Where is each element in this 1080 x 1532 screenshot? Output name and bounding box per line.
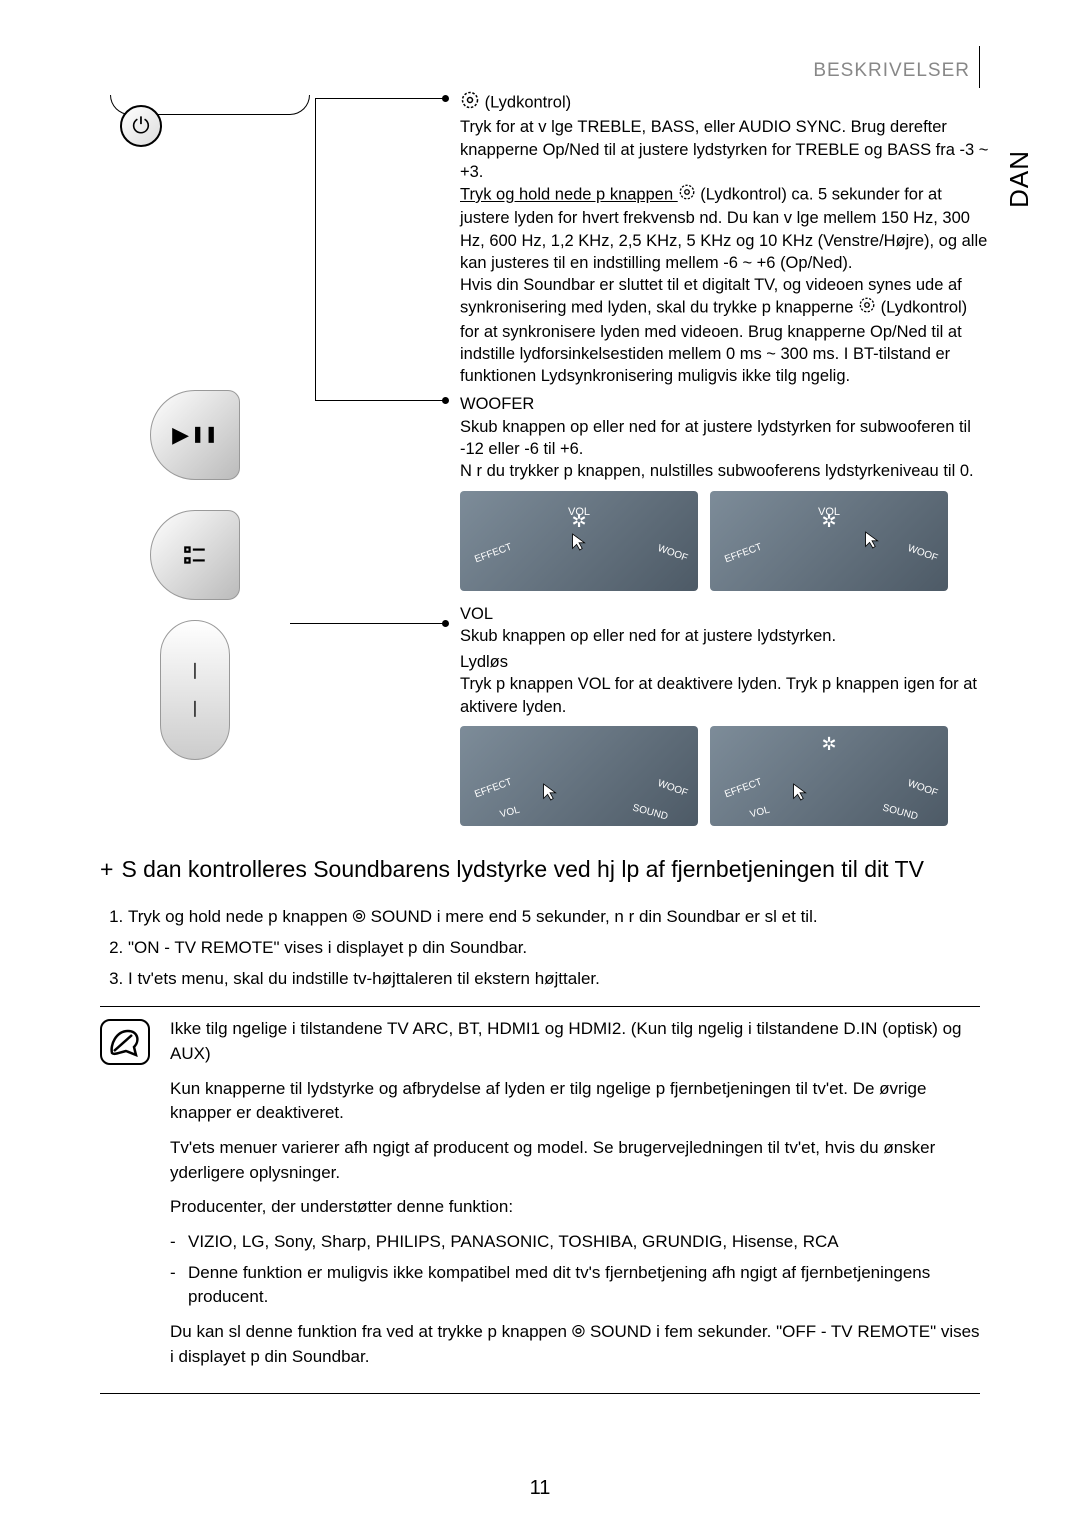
vol-block: VOL Skub knappen op eller ned for at jus… bbox=[460, 603, 990, 826]
power-icon: ⏻ bbox=[120, 105, 162, 147]
howto-title: S dan kontrolleres Soundbarens lydstyrke… bbox=[121, 856, 923, 882]
thumb-label: EFFECT bbox=[723, 776, 764, 802]
vol-title: VOL bbox=[460, 603, 990, 625]
gear-icon bbox=[460, 90, 480, 116]
thumb-label: SOUND bbox=[631, 802, 669, 824]
divider bbox=[100, 1393, 980, 1394]
thumb-label: WOOF bbox=[656, 542, 690, 565]
howto-heading: +S dan kontrolleres Soundbarens lydstyrk… bbox=[100, 855, 980, 885]
thumb-label: VOL bbox=[499, 804, 522, 822]
note-p3: Tv'ets menuer varierer afh ngigt af prod… bbox=[170, 1136, 980, 1185]
play-pause-icon: ▶❚❚ bbox=[150, 390, 240, 480]
thumb-label: WOOF bbox=[906, 542, 940, 565]
lydkontrol-p2c: lyden for hvert frekvensb nd. Du kan v l… bbox=[460, 209, 987, 272]
note-block: Ikke tilg ngelige i tilstandene TV ARC, … bbox=[100, 1017, 980, 1379]
note-li1: VIZIO, LG, Sony, Sharp, PHILIPS, PANASON… bbox=[170, 1230, 980, 1255]
thumb-woofer-1: ✲ VOL EFFECT WOOF bbox=[460, 491, 698, 591]
thumb-label: VOL bbox=[749, 804, 772, 822]
lydkontrol-title: (Lydkontrol) bbox=[485, 94, 572, 112]
note-li2: Denne funktion er muligvis ikke kompatib… bbox=[170, 1261, 980, 1310]
gear-icon: ✲ bbox=[821, 732, 836, 756]
header-divider bbox=[979, 46, 980, 88]
note-body: Ikke tilg ngelige i tilstandene TV ARC, … bbox=[170, 1017, 980, 1379]
woofer-thumbnails: ✲ VOL EFFECT WOOF ✲ VOL EFFECT WOOF bbox=[460, 491, 990, 591]
cursor-icon bbox=[571, 531, 587, 553]
vol-sub: Lydløs bbox=[460, 651, 990, 673]
section-header: BESKRIVELSER bbox=[813, 58, 970, 84]
howto-section: +S dan kontrolleres Soundbarens lydstyrk… bbox=[100, 855, 980, 1404]
vol-rocker-icon: ❘❘ bbox=[160, 620, 230, 760]
lydkontrol-block: (Lydkontrol) Tryk for at v lge TREBLE, B… bbox=[460, 90, 990, 387]
cursor-icon bbox=[792, 781, 808, 803]
woofer-p1: Skub knappen op eller ned for at justere… bbox=[460, 416, 990, 461]
thumb-vol-1: EFFECT WOOF VOL SOUND bbox=[460, 726, 698, 826]
thumb-woofer-2: ✲ VOL EFFECT WOOF bbox=[710, 491, 948, 591]
language-tab: DAN bbox=[1002, 150, 1037, 208]
thumb-label: EFFECT bbox=[723, 541, 764, 567]
thumb-label: EFFECT bbox=[473, 776, 514, 802]
howto-steps: Tryk og hold nede p knappen ⦾ SOUND i me… bbox=[128, 903, 980, 993]
lydkontrol-p2a: Tryk og hold nede p knappen bbox=[460, 186, 678, 204]
divider bbox=[100, 1006, 980, 1007]
thumb-label: EFFECT bbox=[473, 541, 514, 567]
thumb-label: WOOF bbox=[656, 777, 690, 800]
vol-thumbnails: EFFECT WOOF VOL SOUND ✲ EFFECT WOOF VOL … bbox=[460, 726, 990, 826]
thumb-label: WOOF bbox=[906, 777, 940, 800]
step-3: I tv'ets menu, skal du indstille tv-højt… bbox=[128, 965, 980, 992]
thumb-label: VOL bbox=[568, 505, 590, 520]
vol-p2: Tryk p knappen VOL for at deaktivere lyd… bbox=[460, 673, 990, 718]
vol-p1: Skub knappen op eller ned for at justere… bbox=[460, 625, 990, 647]
woofer-title: WOOFER bbox=[460, 393, 990, 415]
page-number: 11 bbox=[530, 1475, 551, 1502]
woofer-block: WOOFER Skub knappen op eller ned for at … bbox=[460, 393, 990, 590]
thumb-label: VOL bbox=[818, 505, 840, 520]
gear-icon bbox=[858, 296, 876, 320]
cursor-icon bbox=[542, 781, 558, 803]
step-1: Tryk og hold nede p knappen ⦾ SOUND i me… bbox=[128, 903, 980, 930]
woofer-p2: N r du trykker p knappen, nulstilles sub… bbox=[460, 460, 990, 482]
lydkontrol-p1: Tryk for at v lge TREBLE, BASS, eller AU… bbox=[460, 116, 990, 183]
source-list-icon bbox=[150, 510, 240, 600]
gear-icon bbox=[678, 183, 696, 207]
note-p1: Ikke tilg ngelige i tilstandene TV ARC, … bbox=[170, 1017, 980, 1066]
description-column: (Lydkontrol) Tryk for at v lge TREBLE, B… bbox=[460, 90, 990, 838]
note-icon bbox=[100, 1019, 150, 1065]
step-2: "ON - TV REMOTE" vises i displayet p din… bbox=[128, 934, 980, 961]
cursor-icon bbox=[864, 529, 880, 551]
note-p5: Du kan sl denne funktion fra ved at tryk… bbox=[170, 1320, 980, 1369]
thumb-vol-2: ✲ EFFECT WOOF VOL SOUND bbox=[710, 726, 948, 826]
note-p2: Kun knapperne til lydstyrke og afbrydels… bbox=[170, 1077, 980, 1126]
note-p4: Producenter, der understøtter denne funk… bbox=[170, 1195, 980, 1220]
thumb-label: SOUND bbox=[881, 802, 919, 824]
